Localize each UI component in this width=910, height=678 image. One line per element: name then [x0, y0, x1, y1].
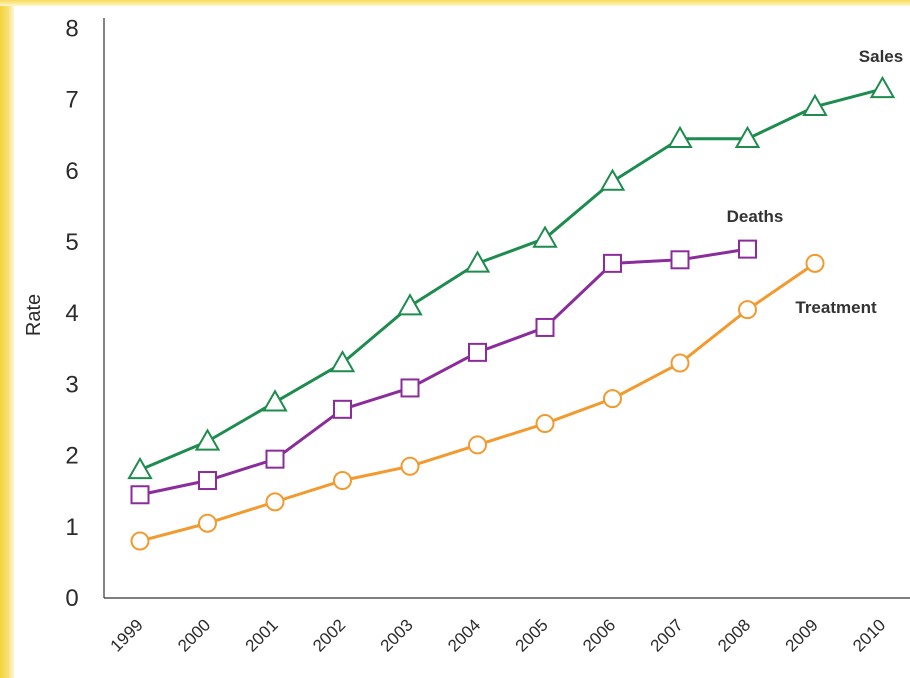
data-point	[194, 428, 221, 451]
data-point	[262, 389, 288, 412]
x-tick-label: 2002	[309, 615, 349, 655]
data-point	[734, 125, 761, 149]
data-point	[802, 93, 828, 116]
y-tick-label: 4	[65, 300, 78, 327]
series-deaths	[130, 239, 757, 505]
series-line-deaths	[139, 247, 748, 497]
x-tick-label: 2003	[377, 615, 417, 655]
data-point	[130, 531, 150, 551]
series-sales	[127, 75, 896, 480]
data-point	[532, 225, 558, 248]
x-tick-label: 2009	[782, 615, 822, 655]
series-label-treatment: Treatment	[795, 298, 877, 317]
data-point	[670, 250, 690, 270]
data-point	[468, 342, 487, 362]
data-point	[397, 293, 423, 316]
y-tick-label: 3	[65, 371, 78, 398]
y-tick-label: 0	[65, 585, 78, 612]
x-tick-labels: 1999 2000 2001 2002 2003 2004 2005 2006 2007 2008…	[107, 615, 890, 655]
data-point	[599, 168, 626, 191]
y-tick-labels: 0 1 2 3 4 5 6 7 8	[65, 15, 78, 612]
series-label-sales: Sales	[859, 47, 903, 66]
data-point	[738, 300, 757, 320]
x-tick-label: 2008	[714, 615, 754, 655]
x-tick-label: 2007	[647, 615, 687, 655]
x-tick-label: 2005	[512, 615, 552, 655]
data-point	[265, 492, 285, 512]
data-point	[535, 317, 555, 337]
data-point	[603, 389, 622, 409]
x-tick-label: 2001	[242, 615, 282, 655]
chart-axes	[103, 18, 910, 599]
data-point	[265, 449, 285, 469]
series-group	[127, 75, 896, 551]
data-point	[670, 353, 690, 373]
data-point	[869, 75, 896, 99]
x-tick-label: 2006	[579, 615, 619, 655]
data-point	[130, 485, 150, 505]
data-point	[400, 456, 420, 476]
series-line-treatment	[139, 262, 816, 543]
left-decorative-edge	[0, 0, 14, 678]
data-point	[535, 414, 555, 434]
y-tick-label: 8	[65, 15, 78, 42]
data-point	[738, 239, 757, 259]
x-tick-label: 2000	[174, 615, 214, 655]
x-tick-label: 2010	[849, 615, 889, 655]
data-point	[603, 253, 622, 273]
y-axis-title: Rate	[23, 294, 45, 336]
data-point	[333, 399, 352, 419]
data-point	[464, 250, 491, 273]
data-point	[127, 456, 153, 480]
y-tick-label: 6	[65, 158, 78, 185]
data-point	[198, 513, 217, 533]
data-point	[400, 378, 420, 398]
data-point	[468, 435, 487, 455]
y-tick-label: 5	[65, 229, 78, 256]
data-point	[198, 471, 217, 491]
series-label-deaths: Deaths	[727, 207, 784, 226]
y-tick-label: 7	[65, 87, 78, 114]
data-point	[333, 471, 352, 491]
data-point	[805, 253, 825, 273]
top-decorative-edge	[0, 0, 910, 6]
y-tick-label: 2	[65, 443, 78, 470]
series-treatment	[130, 253, 825, 551]
series-line-sales	[139, 87, 883, 472]
x-tick-label: 2004	[444, 615, 484, 655]
y-tick-label: 1	[65, 514, 78, 541]
series-labels: Sales Deaths Treatment	[727, 47, 904, 317]
data-point	[329, 350, 356, 373]
data-point	[667, 125, 693, 149]
x-tick-label: 1999	[107, 615, 147, 655]
